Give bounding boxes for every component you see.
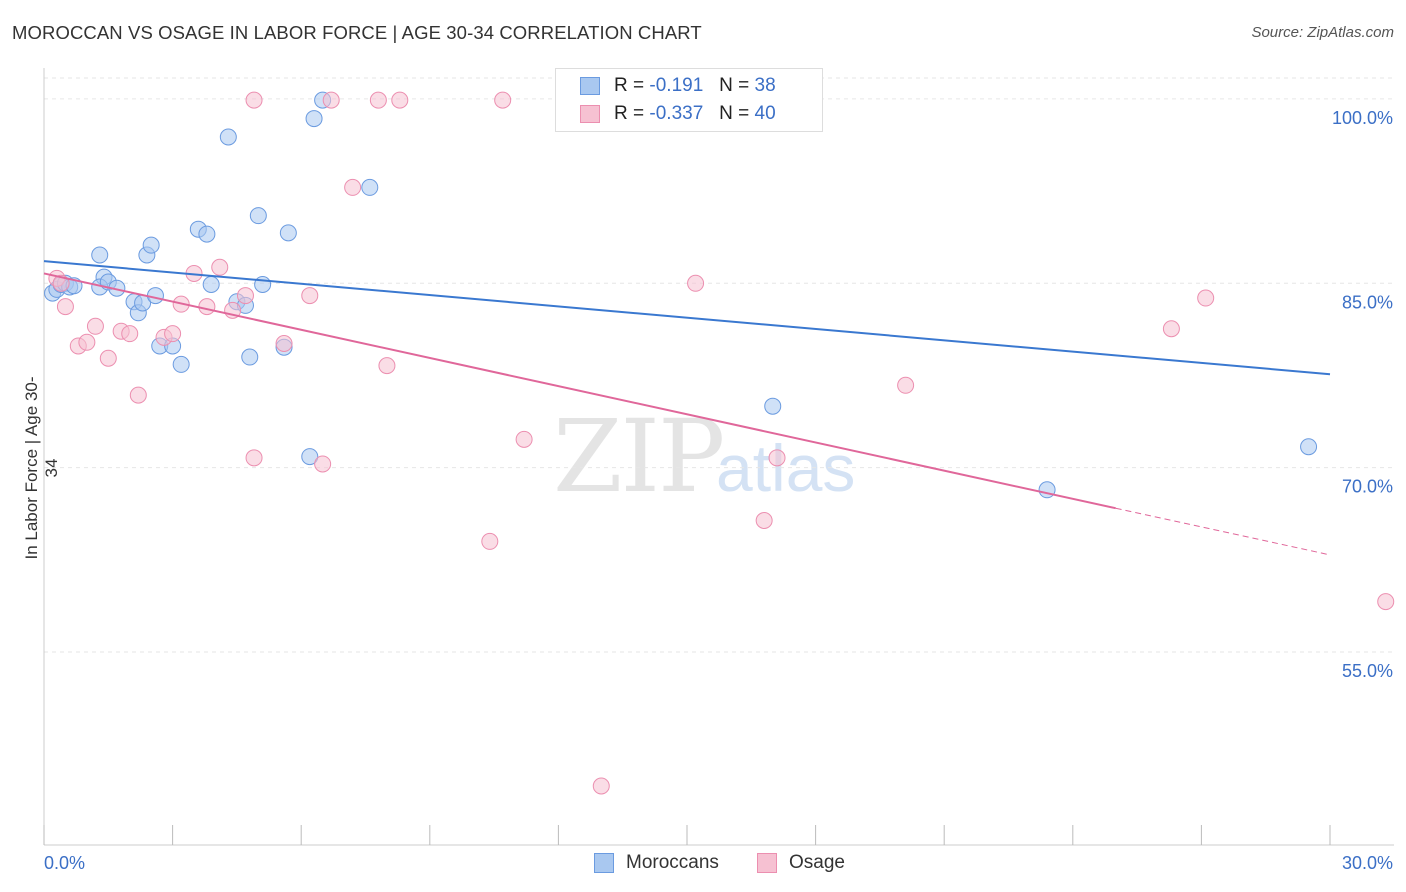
- bottom-legend-swatch-moroccans: [594, 853, 614, 873]
- watermark-atlas: atlas: [716, 431, 856, 505]
- data-point-osage: [897, 376, 915, 394]
- data-point-moroccans: [146, 287, 164, 305]
- y-tick-label: 85.0%: [1342, 292, 1393, 312]
- data-point-moroccans: [91, 246, 109, 264]
- data-point-osage: [314, 455, 332, 473]
- data-point-osage: [99, 349, 117, 367]
- data-point-osage: [1197, 289, 1215, 307]
- data-point-osage: [494, 91, 512, 109]
- data-point-osage: [1162, 320, 1180, 338]
- data-point-moroccans: [241, 348, 259, 366]
- data-point-osage: [86, 317, 104, 335]
- legend-n-value: 38: [754, 75, 776, 96]
- data-point-osage: [755, 512, 773, 529]
- data-point-osage: [515, 430, 533, 448]
- x-tick-label: 30.0%: [1342, 853, 1393, 873]
- data-point-osage: [245, 91, 263, 109]
- data-point-osage: [275, 335, 293, 352]
- legend-swatch-osage: [580, 105, 600, 123]
- data-point-osage: [52, 274, 70, 292]
- data-point-osage: [344, 178, 362, 196]
- data-point-osage: [687, 274, 705, 292]
- data-point-moroccans: [301, 448, 319, 466]
- y-tick-label: 100.0%: [1332, 108, 1393, 128]
- data-point-osage: [236, 287, 254, 305]
- x-tick-label: 0.0%: [44, 853, 85, 873]
- data-point-osage: [121, 325, 139, 343]
- data-point-osage: [322, 91, 340, 109]
- data-point-osage: [301, 287, 319, 305]
- trendline-osage: [1115, 507, 1331, 556]
- data-point-moroccans: [198, 225, 216, 243]
- data-point-osage: [768, 449, 786, 467]
- legend-swatch-moroccans: [580, 77, 600, 95]
- data-point-osage: [164, 325, 182, 343]
- legend-r-label: R =: [614, 75, 645, 96]
- chart-title: MOROCCAN VS OSAGE IN LABOR FORCE | AGE 3…: [12, 22, 702, 43]
- data-point-osage: [211, 258, 229, 276]
- data-point-moroccans: [1300, 438, 1318, 456]
- source-label: Source: ZipAtlas.com: [1251, 24, 1394, 41]
- data-point-osage: [56, 298, 74, 316]
- bottom-legend-swatch-osage: [757, 853, 777, 873]
- legend-n-label: N =: [719, 103, 750, 124]
- data-point-moroccans: [172, 355, 190, 373]
- data-point-osage: [1377, 593, 1395, 611]
- data-point-osage: [592, 777, 610, 795]
- data-point-moroccans: [361, 178, 379, 196]
- bottom-legend-label-moroccans: Moroccans: [626, 852, 719, 873]
- correlation-legend: R = -0.191 N = 38 R = -0.337 N = 40: [555, 68, 823, 132]
- data-point-osage: [391, 91, 409, 109]
- data-point-moroccans: [142, 236, 160, 254]
- legend-r-value: -0.191: [649, 75, 704, 96]
- legend-r-value: -0.337: [649, 103, 704, 124]
- data-point-moroccans: [305, 110, 323, 128]
- data-point-osage: [198, 298, 216, 316]
- data-point-osage: [481, 532, 499, 550]
- data-point-moroccans: [202, 276, 220, 293]
- data-point-moroccans: [764, 397, 782, 415]
- data-point-osage: [129, 386, 147, 404]
- data-point-moroccans: [279, 224, 297, 242]
- legend-n-value: 40: [754, 103, 776, 124]
- y-tick-label: 55.0%: [1342, 661, 1393, 681]
- bottom-legend-label-osage: Osage: [789, 852, 845, 873]
- data-point-osage: [378, 357, 396, 375]
- data-point-osage: [78, 333, 96, 351]
- trendline-moroccans: [43, 260, 1331, 376]
- data-point-osage: [369, 91, 387, 109]
- data-point-osage: [245, 449, 263, 467]
- legend-r-label: R =: [614, 103, 645, 124]
- y-tick-label: 70.0%: [1342, 477, 1393, 497]
- legend-n-label: N =: [719, 75, 750, 96]
- data-point-moroccans: [219, 128, 237, 146]
- data-point-moroccans: [249, 207, 267, 225]
- trendline-osage: [43, 272, 1116, 510]
- watermark-zip: ZIP: [553, 398, 725, 515]
